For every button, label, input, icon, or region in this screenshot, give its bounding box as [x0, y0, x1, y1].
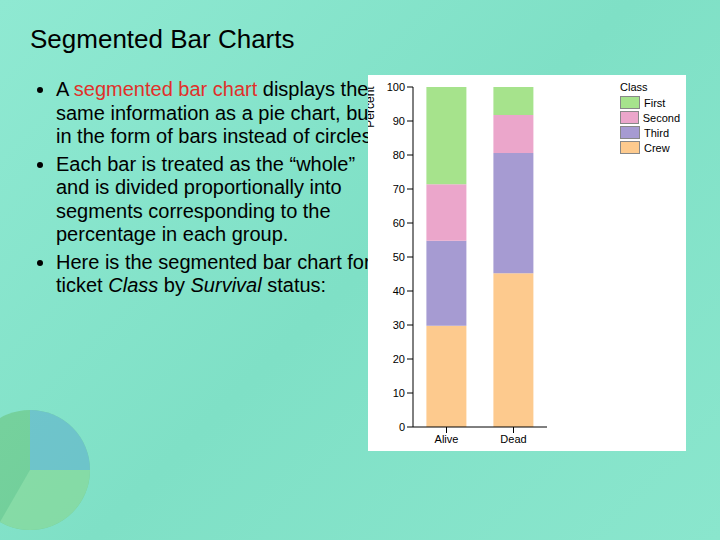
svg-text:0: 0	[399, 421, 405, 433]
svg-text:90: 90	[393, 115, 405, 127]
svg-text:50: 50	[393, 251, 405, 263]
svg-text:80: 80	[393, 149, 405, 161]
svg-text:Percent: Percent	[368, 86, 377, 128]
svg-text:30: 30	[393, 319, 405, 331]
svg-text:70: 70	[393, 183, 405, 195]
svg-text:20: 20	[393, 353, 405, 365]
svg-text:Alive: Alive	[435, 433, 459, 445]
svg-text:10: 10	[393, 387, 405, 399]
svg-text:40: 40	[393, 285, 405, 297]
svg-text:60: 60	[393, 217, 405, 229]
svg-text:Dead: Dead	[500, 433, 526, 445]
svg-text:100: 100	[387, 81, 405, 93]
